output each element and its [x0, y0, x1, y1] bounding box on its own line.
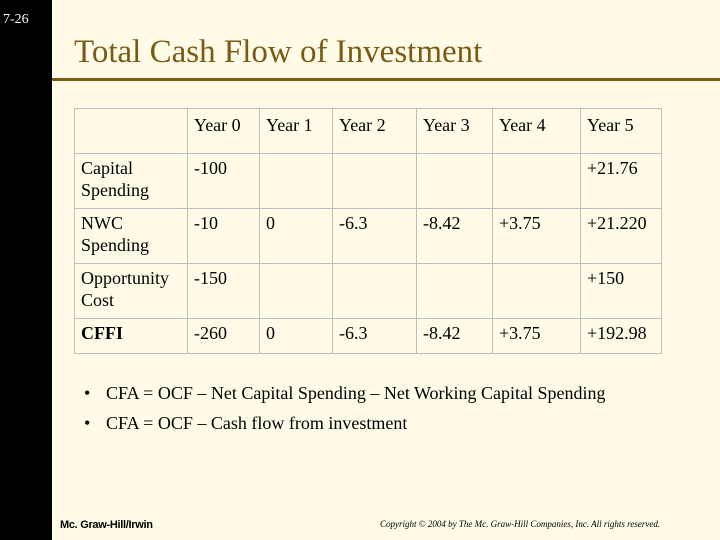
table-cell — [259, 263, 333, 319]
table-cell: -8.42 — [416, 208, 493, 264]
table-cell — [332, 153, 417, 209]
header-cell — [74, 108, 188, 154]
table-cell: +3.75 — [492, 208, 581, 264]
publisher-footer: Mc. Graw-Hill/Irwin — [60, 519, 153, 531]
table-cell: 0 — [259, 318, 333, 354]
table-cell — [416, 263, 493, 319]
row-label: NWC Spending — [74, 208, 188, 264]
table-row: Opportunity Cost -150 +150 — [74, 263, 662, 319]
header-cell: Year 3 — [416, 108, 493, 154]
header-cell: Year 1 — [259, 108, 333, 154]
table-cell — [332, 263, 417, 319]
table-cell: +21.220 — [580, 208, 662, 264]
bullet-text: CFA = OCF – Cash flow from investment — [106, 413, 408, 433]
table-row: CFFI -260 0 -6.3 -8.42 +3.75 +192.98 — [74, 318, 662, 354]
slide-title: Total Cash Flow of Investment — [74, 34, 483, 70]
table-cell: -10 — [187, 208, 260, 264]
row-label: Opportunity Cost — [74, 263, 188, 319]
row-label: CFFI — [74, 318, 188, 354]
table-row: NWC Spending -10 0 -6.3 -8.42 +3.75 +21.… — [74, 208, 662, 264]
header-cell: Year 4 — [492, 108, 581, 154]
table-cell — [416, 153, 493, 209]
title-divider — [52, 78, 720, 81]
table-cell: +150 — [580, 263, 662, 319]
bullet-icon: • — [84, 413, 91, 433]
table-cell: -260 — [187, 318, 260, 354]
table-cell — [492, 153, 581, 209]
table-row: Capital Spending -100 +21.76 — [74, 153, 662, 209]
header-cell: Year 2 — [332, 108, 417, 154]
table-cell: +3.75 — [492, 318, 581, 354]
bullet-item: • CFA = OCF – Net Capital Spending – Net … — [84, 378, 606, 408]
slide-number: 7-26 — [3, 12, 29, 27]
table-cell: -6.3 — [332, 208, 417, 264]
table-cell: -100 — [187, 153, 260, 209]
table-cell: -6.3 — [332, 318, 417, 354]
table-cell: 0 — [259, 208, 333, 264]
table-cell: +21.76 — [580, 153, 662, 209]
bullet-icon: • — [84, 383, 91, 403]
header-cell: Year 0 — [187, 108, 260, 154]
header-cell: Year 5 — [580, 108, 662, 154]
copyright-footer: Copyright © 2004 by The Mc. Graw-Hill Co… — [380, 519, 661, 529]
table-header-row: Year 0 Year 1 Year 2 Year 3 Year 4 Year … — [74, 108, 662, 154]
bullet-text: CFA = OCF – Net Capital Spending – Net W… — [106, 383, 606, 403]
table-cell — [492, 263, 581, 319]
cash-flow-table: Year 0 Year 1 Year 2 Year 3 Year 4 Year … — [74, 108, 662, 354]
table-cell: +192.98 — [580, 318, 662, 354]
table-cell — [259, 153, 333, 209]
bullet-item: • CFA = OCF – Cash flow from investment — [84, 408, 606, 438]
left-sidebar-bar: 7-26 — [0, 0, 52, 540]
bullet-list: • CFA = OCF – Net Capital Spending – Net … — [84, 378, 606, 438]
table-cell: -150 — [187, 263, 260, 319]
table-cell: -8.42 — [416, 318, 493, 354]
row-label: Capital Spending — [74, 153, 188, 209]
